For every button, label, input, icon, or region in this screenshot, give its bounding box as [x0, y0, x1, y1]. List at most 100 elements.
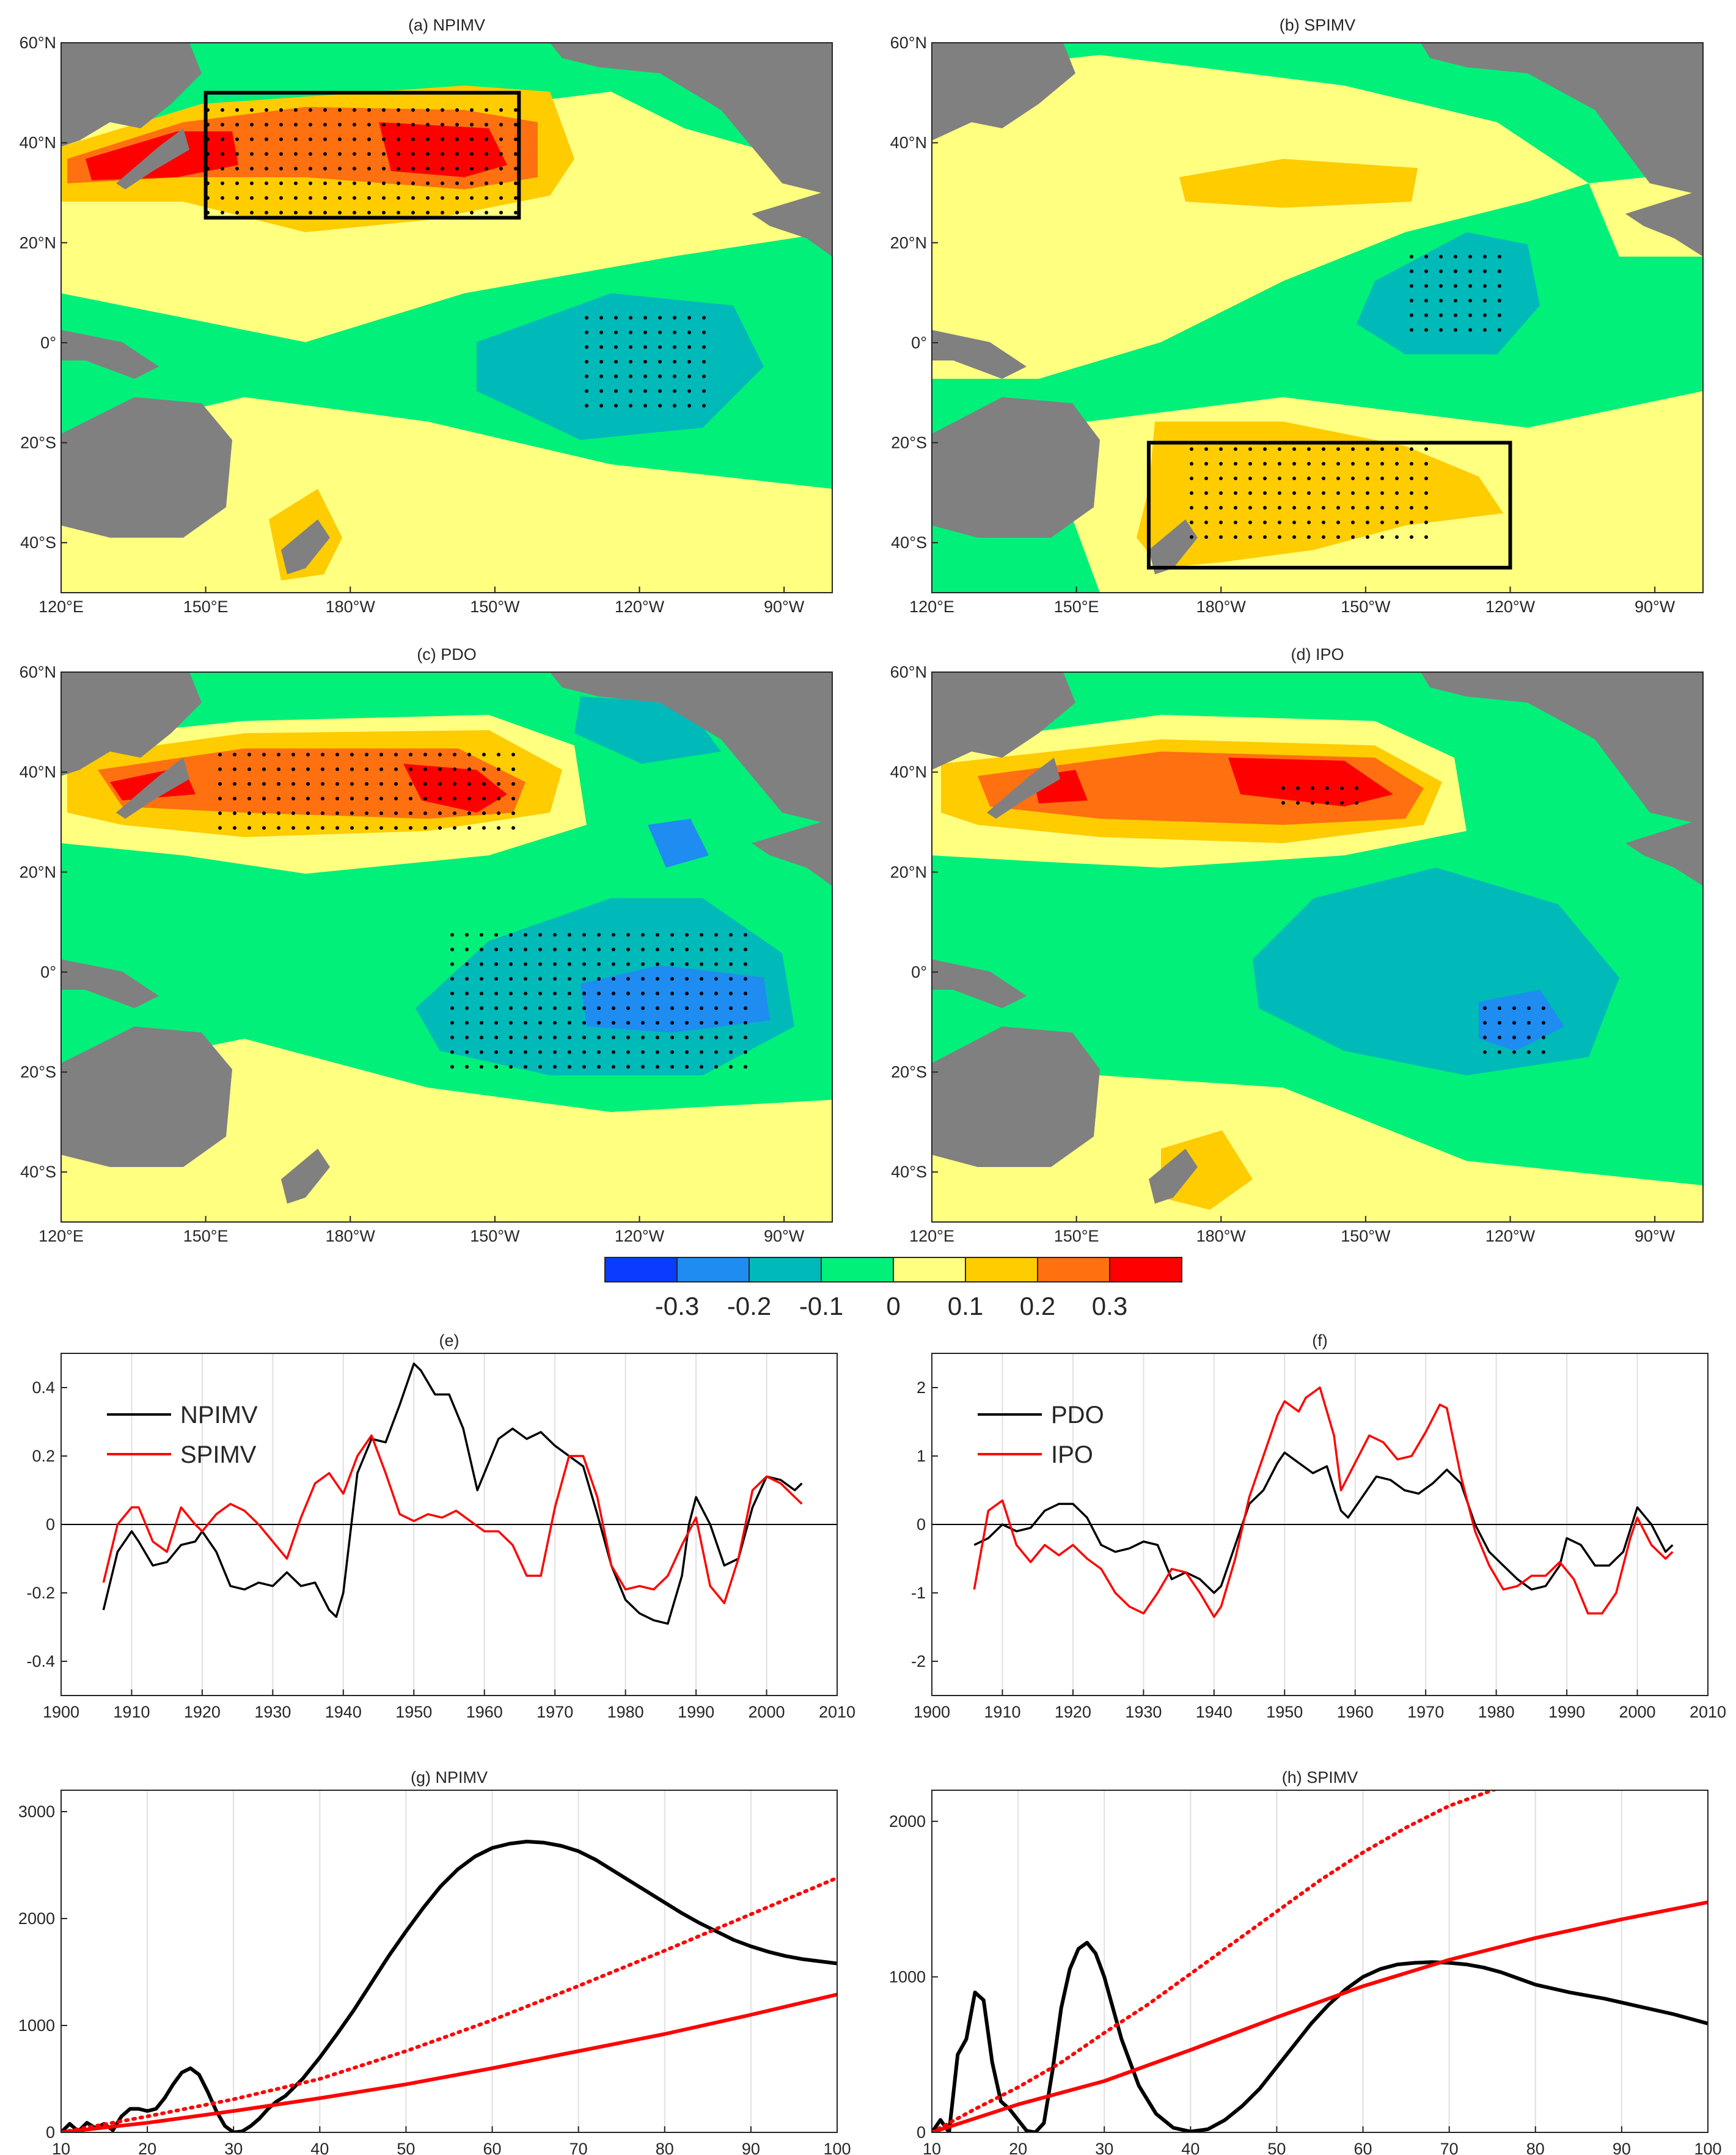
significance-dot [1410, 447, 1413, 451]
significance-dot [250, 152, 254, 156]
significance-dot [350, 753, 354, 756]
significance-dot [480, 1050, 483, 1054]
significance-dot [597, 1036, 601, 1039]
significance-dot [597, 948, 601, 951]
significance-dot [367, 123, 371, 126]
significance-dot [524, 1050, 527, 1054]
significance-dot [1204, 447, 1208, 451]
significance-dot [309, 123, 312, 126]
significance-dot [262, 753, 266, 756]
significance-dot [1380, 491, 1384, 495]
significance-dot [1410, 491, 1413, 495]
plot-frame [60, 1353, 838, 1696]
significance-dot [482, 767, 486, 771]
significance-dot [250, 167, 254, 170]
significance-dot [582, 977, 586, 981]
significance-dot [453, 811, 456, 815]
significance-dot [1483, 299, 1487, 302]
significance-dot [1340, 786, 1344, 790]
significance-dots [1190, 447, 1428, 539]
significance-dot [233, 782, 236, 786]
significance-dot [441, 181, 444, 185]
x-tick-label: 90 [1613, 2140, 1631, 2155]
significance-dot [702, 389, 706, 393]
significance-dot [438, 797, 442, 800]
significance-dot [353, 108, 356, 112]
anomaly-contour-0.1 [932, 55, 1589, 379]
significance-dot [1498, 1006, 1501, 1010]
significance-dot [1395, 491, 1399, 495]
significance-dot [323, 123, 327, 126]
significance-dot [670, 1021, 674, 1025]
significance-dot [568, 1006, 571, 1010]
significance-dot [379, 767, 383, 771]
significance-dot [250, 137, 254, 141]
colorbar-label: -0.3 [655, 1292, 699, 1320]
significance-dot [323, 181, 327, 185]
significance-dot [1424, 313, 1428, 317]
significance-dot [1311, 801, 1314, 805]
lat-tick-label: 40°N [890, 763, 927, 781]
significance-dot [1439, 255, 1443, 258]
significance-dot [1351, 521, 1355, 524]
significance-dot [1248, 477, 1252, 480]
significance-dot [465, 992, 469, 995]
significance-dot [467, 797, 471, 800]
significance-dot [658, 316, 662, 320]
colorbar-swatch [821, 1257, 893, 1282]
significance-dot [511, 811, 515, 815]
significance-dot [482, 797, 486, 800]
significance-dot [687, 389, 691, 393]
significance-dot [1483, 269, 1487, 273]
series-line-pdo [973, 1451, 1674, 1594]
significance-dot [1454, 255, 1457, 258]
x-tick-label: 1980 [607, 1703, 644, 1721]
lat-tick-label: 0° [911, 963, 927, 981]
significance-dot [494, 992, 498, 995]
significance-dot [585, 375, 588, 378]
significance-dot [335, 767, 339, 771]
significance-dot [700, 992, 703, 995]
significance-dot [524, 962, 527, 966]
significance-dot [1483, 328, 1487, 332]
lon-tick-label: 120°E [909, 598, 954, 616]
significance-dot [497, 826, 500, 830]
significance-dot [582, 1006, 586, 1010]
significance-dot [409, 782, 412, 786]
significance-dot [1292, 491, 1296, 495]
y-tick-label: 1 [917, 1447, 926, 1465]
significance-dot [306, 826, 310, 830]
lon-tick-label: 90°W [1635, 598, 1676, 616]
significance-dot [1366, 521, 1369, 524]
significance-dot [423, 767, 427, 771]
significance-dot [494, 948, 498, 951]
significance-dot [480, 977, 483, 981]
significance-dot [744, 1065, 747, 1069]
series-group [102, 1363, 803, 1625]
significance-dot [514, 196, 518, 200]
lat-tick-label: 20°S [20, 434, 56, 452]
significance-dot [1307, 521, 1311, 524]
significance-dot [465, 933, 469, 937]
significance-dot [1527, 1021, 1531, 1025]
significance-dot [365, 811, 368, 815]
significance-dots [450, 933, 747, 1069]
significance-dot [1219, 506, 1223, 510]
significance-dot [585, 316, 588, 320]
significance-dot [265, 137, 268, 141]
significance-dot [538, 933, 542, 937]
significance-dot [470, 181, 474, 185]
lat-tick-label: 40°N [20, 134, 56, 152]
x-tick-label: 1940 [325, 1703, 362, 1721]
significance-dot [411, 137, 415, 141]
significance-dot [382, 152, 386, 156]
significance-dot [1307, 447, 1311, 451]
significance-dot [338, 196, 342, 200]
significance-dot [265, 108, 268, 112]
significance-dot [597, 992, 601, 995]
significance-dot [367, 211, 371, 214]
significance-dot [714, 1036, 718, 1039]
significance-dot [511, 826, 515, 830]
significance-dot [235, 123, 239, 126]
significance-dot [1483, 1050, 1487, 1054]
